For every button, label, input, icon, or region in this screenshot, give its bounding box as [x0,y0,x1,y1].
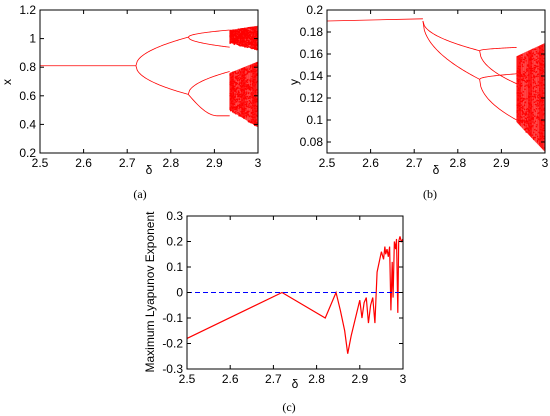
orbit-branch-b [422,20,480,52]
x-tick-label-a: 2.7 [119,156,136,170]
orbit-branch-b [422,20,480,80]
y-tick-label-a: 0.2 [19,146,36,160]
y-tick-label-c: 0.1 [166,260,183,274]
plot-frame-a [39,9,259,154]
orbit-branch-b [479,50,517,85]
caption-a: (a) [133,187,146,201]
x-tick-label-c: 2.9 [351,372,368,386]
x-tick-label-a: 2.6 [75,156,92,170]
x-tick-label-a: 2.9 [206,156,223,170]
plot-frame-b [326,9,546,154]
y-tick-label-b: 0.16 [300,47,324,61]
x-tick-label-b: 2.7 [406,156,423,170]
y-tick-label-a: 0.4 [19,117,36,131]
orbit-branch-a [135,65,189,95]
y-tick-label-c: 0.2 [166,235,183,249]
x-tick-label-a: 2.5 [32,156,49,170]
x-axis-label-c: δ [292,377,299,391]
x-axis-label-a: δ [146,163,153,177]
x-tick-label-b: 2.9 [493,156,510,170]
y-tick-label-b: 0.1 [306,113,323,127]
y-tick-label-a: 0.8 [19,60,36,74]
y-tick-label-b: 0.18 [300,25,324,39]
chaotic-attractor-b [516,43,545,152]
x-tick-label-c: 2.6 [222,372,239,386]
caption-c: (c) [282,400,295,414]
y-axis-label-a: x [0,79,14,85]
x-tick-label-b: 2.5 [319,156,336,170]
y-tick-label-a: 1.2 [19,3,36,17]
y-tick-label-a: 1 [29,32,36,46]
panel-b: 2.5 2.6 2.7 2.8 2.9 3 0.08 0.1 0.12 0.14 0.16 0.18 0… [287,3,549,201]
panel-a: 2.5 2.6 2.7 2.8 2.9 3 0.2 0.4 0.6 0.8 1 1.2 δ x (a) [0,3,262,201]
x-tick-label-c: 2.5 [179,372,196,386]
orbit-branch-b [479,79,517,121]
y-tick-label-c: -0.3 [162,362,183,376]
orbit-branch-b [327,18,423,22]
orbit-branch-b [479,47,517,52]
x-axis-label-b: δ [433,163,440,177]
y-axis-label-b: y [287,79,301,85]
x-tick-label-b: 3 [542,156,549,170]
orbit-branch-a [187,29,230,38]
y-tick-label-c: 0.3 [166,209,183,223]
x-tick-label-c: 3 [400,372,407,386]
x-tick-label-b: 2.8 [449,156,466,170]
orbit-branch-a [187,94,230,117]
x-tick-label-b: 2.6 [362,156,379,170]
x-tick-label-c: 2.7 [265,372,282,386]
y-tick-label-a: 0.6 [19,89,36,103]
orbit-branch-a [187,36,230,48]
chaotic-attractor-a [229,25,258,128]
orbit-branch-b [479,73,517,80]
panel-c: 2.5 2.6 2.7 2.8 2.9 3 -0.3 -0.2 -0.1 0 0.1 0.2 0.3 δ… [143,209,407,414]
plot-area-a [40,10,258,153]
y-axis-label-c: Maximum Lyapunov Exponent [143,211,157,373]
y-tick-label-c: -0.2 [162,337,183,351]
orbit-branch-a [187,71,230,95]
y-tick-label-b: 0.2 [306,3,323,17]
x-tick-label-a: 2.8 [162,156,179,170]
y-tick-label-b: 0.08 [300,135,324,149]
y-tick-label-b: 0.12 [300,91,324,105]
x-tick-label-c: 2.8 [308,372,325,386]
y-tick-label-b: 0.14 [300,69,324,83]
y-tick-label-c: -0.1 [162,311,183,325]
x-tick-label-a: 3 [255,156,262,170]
caption-b: (b) [423,187,437,201]
orbit-branch-a [135,36,189,66]
plot-area-b [327,10,545,153]
y-tick-label-c: 0 [176,286,183,300]
lyapunov-exponent-line [187,236,403,354]
